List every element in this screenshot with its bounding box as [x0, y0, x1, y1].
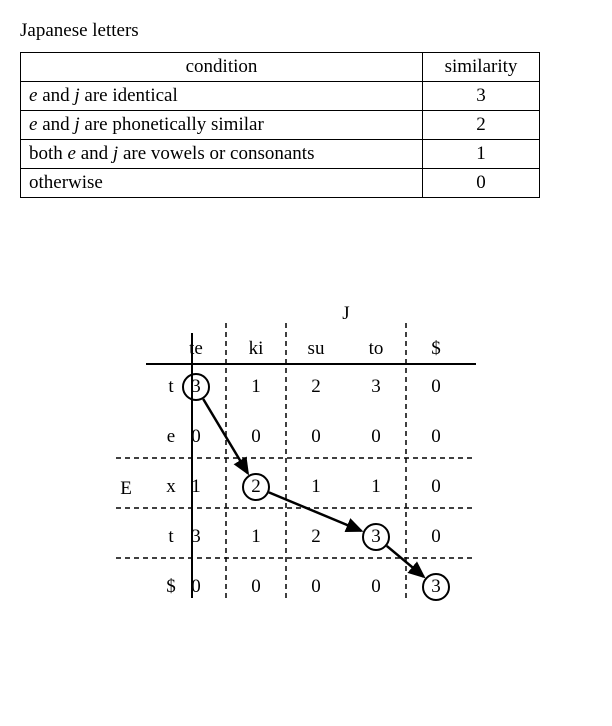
- matrix-cell: 2: [286, 526, 346, 548]
- matrix-cell: 0: [286, 426, 346, 448]
- matrix-cell: 0: [166, 426, 226, 448]
- cond-row-0: e and j are identical: [21, 82, 423, 111]
- col-header: ki: [226, 338, 286, 360]
- matrix-cell: 1: [346, 476, 406, 498]
- matrix-cell: 0: [406, 476, 466, 498]
- matrix-cell: 0: [166, 576, 226, 598]
- cond-row-3: otherwise: [21, 169, 423, 198]
- col-condition: condition: [21, 53, 423, 82]
- val-row-2: 1: [423, 140, 540, 169]
- matrix-cell: 0: [286, 576, 346, 598]
- similarity-table: condition similarity e and j are identic…: [20, 52, 540, 198]
- col-similarity: similarity: [423, 53, 540, 82]
- matrix-cell: 3: [346, 376, 406, 398]
- val-row-3: 0: [423, 169, 540, 198]
- col-header: to: [346, 338, 406, 360]
- axis-label-J: J: [316, 303, 376, 325]
- matrix-cell: 1: [166, 476, 226, 498]
- matrix-cell: 1: [226, 376, 286, 398]
- axis-hline: [146, 363, 476, 365]
- val-row-1: 2: [423, 111, 540, 140]
- dp-matrix: JEtekisuto$text$312300000012110312300000…: [96, 278, 516, 658]
- matrix-cell: 0: [406, 526, 466, 548]
- path-circle: [182, 373, 210, 401]
- matrix-cell: 0: [226, 426, 286, 448]
- matrix-cell: 0: [346, 576, 406, 598]
- matrix-cell: 3: [166, 526, 226, 548]
- matrix-cell: 0: [226, 576, 286, 598]
- matrix-cell: 2: [286, 376, 346, 398]
- path-circle: [422, 573, 450, 601]
- axis-label-E: E: [106, 478, 146, 500]
- matrix-cell: 1: [286, 476, 346, 498]
- cond-row-2: both e and j are vowels or consonants: [21, 140, 423, 169]
- col-header: te: [166, 338, 226, 360]
- val-row-0: 3: [423, 82, 540, 111]
- col-header: $: [406, 338, 466, 360]
- col-header: su: [286, 338, 346, 360]
- matrix-cell: 0: [346, 426, 406, 448]
- matrix-cell: 1: [226, 526, 286, 548]
- dash-lines: [96, 278, 516, 658]
- cond-row-1: e and j are phonetically similar: [21, 111, 423, 140]
- table-caption: Japanese letters: [20, 20, 592, 42]
- matrix-cell: 0: [406, 376, 466, 398]
- path-circle: [242, 473, 270, 501]
- path-circle: [362, 523, 390, 551]
- path-arrows: [96, 278, 516, 658]
- matrix-cell: 0: [406, 426, 466, 448]
